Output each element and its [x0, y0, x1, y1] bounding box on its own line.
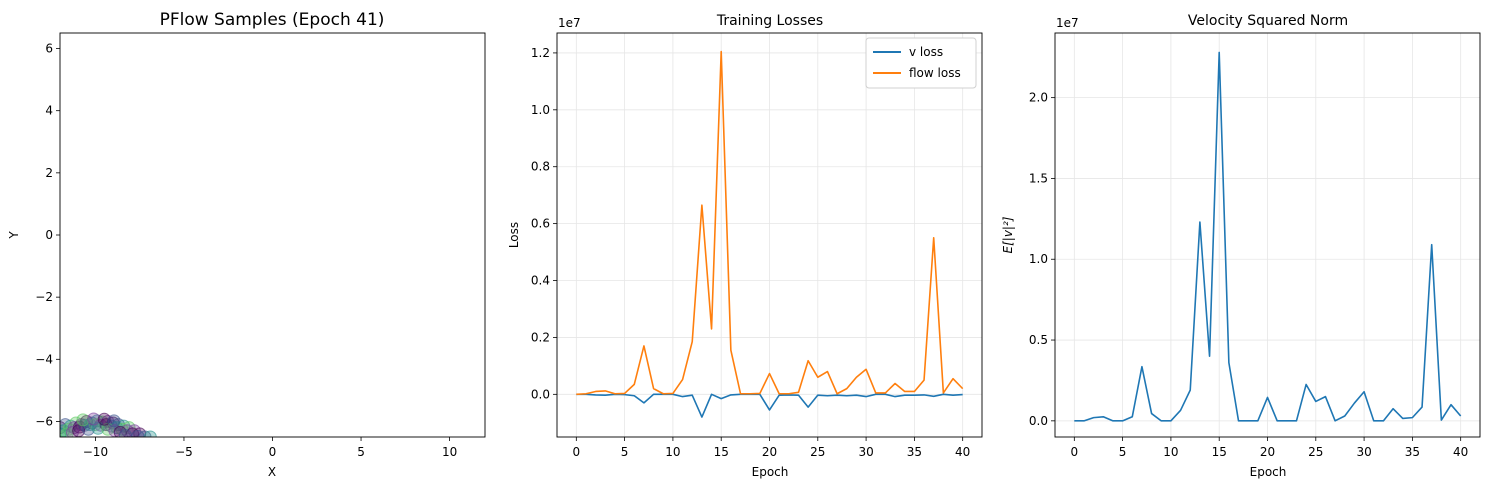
losses-legend: v loss flow loss: [865, 37, 977, 89]
velocity-grid: [1055, 33, 1480, 437]
samples-scatter: [60, 412, 157, 437]
panel-losses: Training Losses 0 5 10 15 20 25 30 35 40 0.0 0.2 0.…: [507, 13, 983, 479]
samples-xtick-label: 10: [442, 445, 457, 459]
velocity-xlabel: Epoch: [1250, 465, 1287, 479]
sample-point: [143, 430, 157, 437]
velocity-ytick-label: 1.0: [1029, 252, 1048, 266]
samples-xtick-label: −5: [175, 445, 193, 459]
velocity-xtick-label: 25: [1308, 445, 1323, 459]
velocity-ytick-label: 1.5: [1029, 171, 1048, 185]
velocity-lines: [1074, 51, 1462, 422]
losses-xtick-label: 30: [858, 445, 873, 459]
velocity-offset-text: 1e7: [1056, 16, 1079, 30]
samples-ytick-label: 0: [45, 228, 53, 242]
losses-ytick-label: 0.6: [531, 217, 550, 231]
losses-line-flow-loss: [576, 50, 964, 396]
legend-label-v-loss: v loss: [909, 45, 943, 59]
samples-xtick-label: −10: [83, 445, 108, 459]
losses-ytick-label: 0.2: [531, 330, 550, 344]
sample-point: [87, 412, 101, 426]
samples-xlabel: X: [268, 465, 276, 479]
velocity-ytick-label: 0.5: [1029, 333, 1048, 347]
losses-xtick-label: 35: [907, 445, 922, 459]
sample-point: [119, 428, 133, 437]
velocity-ylabel: E[|v|²]: [1001, 216, 1015, 253]
losses-grid: [557, 33, 982, 437]
velocity-ytick-label: 0.0: [1029, 414, 1048, 428]
velocity-xtick-label: 40: [1453, 445, 1468, 459]
samples-ytick-label: −6: [35, 414, 53, 428]
velocity-xtick-label: 35: [1405, 445, 1420, 459]
samples-ytick-label: 6: [45, 42, 53, 56]
losses-title: Training Losses: [716, 13, 823, 29]
samples-ytick-label: −4: [35, 352, 53, 366]
losses-ytick-label: 0.8: [531, 160, 550, 174]
losses-ylabel: Loss: [507, 222, 521, 248]
losses-ytick-label: 0.4: [531, 274, 550, 288]
losses-ytick-label: 1.0: [531, 103, 550, 117]
sample-point: [97, 412, 111, 426]
losses-ytick-label: 0.0: [531, 387, 550, 401]
legend-label-flow-loss: flow loss: [909, 66, 961, 80]
samples-ytick-label: −2: [35, 290, 53, 304]
losses-offset-text: 1e7: [558, 16, 581, 30]
losses-xtick-label: 10: [665, 445, 680, 459]
samples-ytick-label: 4: [45, 104, 53, 118]
sample-point: [107, 414, 121, 428]
samples-ytick-label: 2: [45, 166, 53, 180]
velocity-xtick-label: 20: [1260, 445, 1275, 459]
velocity-xtick-label: 15: [1212, 445, 1227, 459]
samples-ylabel: Y: [7, 231, 21, 240]
sample-point: [131, 429, 145, 437]
losses-lines: [576, 50, 964, 418]
sample-point: [126, 427, 140, 437]
velocity-xtick-label: 30: [1356, 445, 1371, 459]
losses-xtick-label: 40: [955, 445, 970, 459]
losses-xlabel: Epoch: [752, 465, 789, 479]
samples-xtick-label: 5: [357, 445, 365, 459]
panel-samples: PFlow Samples (Epoch 41) −10 −5 0 5 10 −6 −4 −2…: [7, 10, 486, 479]
losses-xtick-label: 0: [572, 445, 580, 459]
samples-xtick-label: 0: [269, 445, 277, 459]
losses-xtick-label: 25: [810, 445, 825, 459]
velocity-xtick-label: 0: [1070, 445, 1078, 459]
samples-axes-frame: [59, 32, 486, 438]
losses-xtick-label: 15: [714, 445, 729, 459]
panel-velocity: Velocity Squared Norm 0 5 10 15 20 25 30 35 40 0.…: [1001, 13, 1481, 479]
losses-line-v-loss: [576, 393, 963, 418]
sample-point: [76, 413, 90, 427]
velocity-ytick-label: 2.0: [1029, 91, 1048, 105]
losses-xtick-label: 5: [621, 445, 629, 459]
losses-ytick-label: 1.2: [531, 46, 550, 60]
velocity-line-series-0: [1074, 51, 1462, 422]
samples-title: PFlow Samples (Epoch 41): [160, 10, 385, 30]
velocity-xtick-label: 5: [1119, 445, 1127, 459]
velocity-xtick-label: 10: [1163, 445, 1178, 459]
losses-xtick-label: 20: [762, 445, 777, 459]
sample-point: [113, 425, 127, 437]
velocity-title: Velocity Squared Norm: [1188, 13, 1348, 29]
